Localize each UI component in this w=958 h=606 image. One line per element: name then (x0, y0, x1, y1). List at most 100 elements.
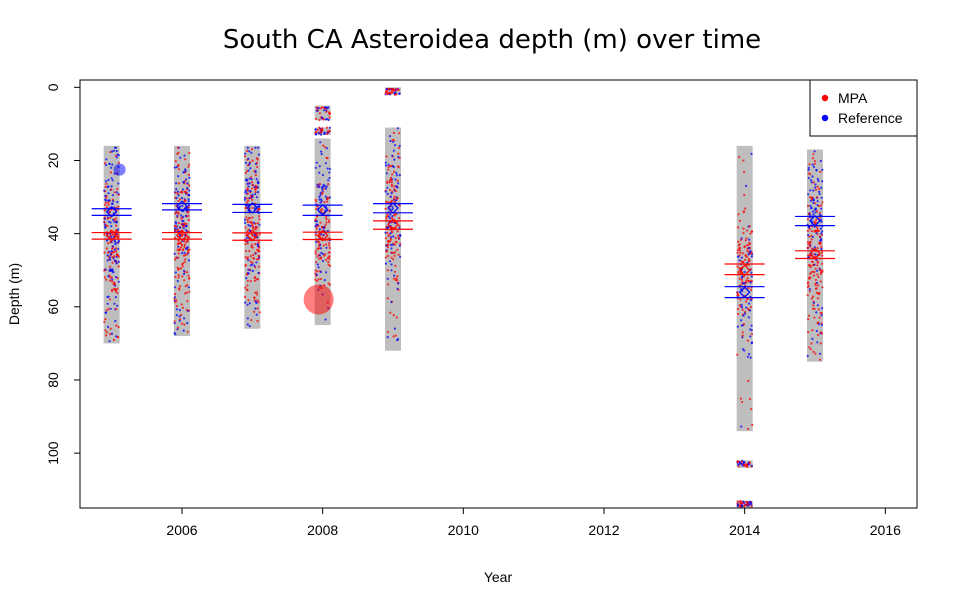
observation-point (818, 292, 821, 295)
observation-point (177, 163, 180, 167)
observation-point (250, 319, 253, 322)
observation-point (181, 275, 184, 278)
observation-point (107, 192, 110, 195)
observation-point (321, 188, 324, 191)
observation-point (320, 150, 323, 153)
observation-point (748, 397, 752, 401)
observation-point (103, 276, 106, 279)
observation-point (819, 241, 822, 245)
observation-point (176, 192, 179, 195)
observation-point (109, 241, 112, 244)
observation-point (819, 272, 823, 275)
observation-point (117, 255, 120, 258)
observation-point (176, 146, 180, 149)
observation-point (182, 181, 185, 184)
observation-point (396, 88, 399, 91)
observation-point (819, 227, 823, 230)
observation-point (320, 131, 323, 134)
observation-point (179, 198, 182, 201)
observation-point (108, 256, 112, 259)
observation-point (390, 216, 394, 220)
observation-point (813, 162, 816, 165)
observation-point (397, 282, 400, 285)
observation-point (180, 313, 183, 317)
observation-point (739, 251, 742, 254)
observation-point (741, 463, 744, 466)
observation-point (323, 254, 326, 257)
observation-point (317, 107, 320, 110)
observation-point (107, 185, 110, 188)
observation-point (326, 118, 329, 121)
observation-point (253, 257, 256, 260)
observation-point (812, 295, 815, 298)
observation-point (182, 224, 185, 228)
observation-point (808, 242, 812, 245)
observation-point (114, 229, 118, 232)
observation-point (386, 246, 389, 249)
observation-point (179, 246, 183, 249)
observation-point (389, 238, 392, 241)
observation-point (111, 233, 114, 236)
observation-point (314, 166, 317, 169)
observation-point (177, 276, 180, 279)
observation-point (745, 463, 748, 466)
observation-point (177, 182, 181, 185)
observation-point (746, 249, 749, 252)
observation-point (399, 242, 402, 245)
ref-mean-marker (246, 202, 259, 214)
observation-point (326, 167, 329, 170)
observation-point (806, 204, 810, 207)
observation-point (395, 171, 398, 175)
observation-point (738, 277, 741, 280)
observation-point (107, 242, 110, 245)
observation-point (323, 279, 326, 282)
observation-point (178, 288, 181, 291)
observation-point (393, 170, 396, 173)
observation-point (389, 243, 393, 246)
x-tick-label: 2006 (166, 522, 197, 538)
observation-point (750, 152, 753, 155)
observation-point (256, 191, 259, 194)
observation-point (741, 308, 744, 311)
observation-point (109, 253, 112, 256)
observation-point (253, 264, 256, 267)
observation-point (317, 278, 320, 281)
observation-point (324, 106, 327, 109)
observation-point (109, 234, 112, 237)
observation-point (393, 89, 396, 92)
observation-point (319, 194, 322, 197)
observation-point (738, 249, 741, 252)
observation-point (251, 254, 255, 257)
observation-point (814, 183, 817, 186)
highlight-point (113, 163, 126, 176)
observation-point (811, 157, 815, 160)
observation-point (179, 285, 182, 288)
observation-point (816, 196, 819, 199)
observation-point (749, 305, 753, 309)
observation-point (174, 221, 177, 224)
observation-point (386, 277, 389, 280)
observation-point (390, 251, 393, 254)
observation-point (104, 311, 107, 314)
observation-point (174, 293, 177, 296)
observation-point (814, 253, 817, 256)
observation-point (810, 207, 813, 210)
observation-point (818, 211, 822, 214)
observation-point (743, 463, 746, 466)
observation-point (187, 165, 190, 168)
observation-point (812, 307, 815, 310)
observation-point (811, 260, 814, 263)
observation-point (749, 281, 752, 284)
observation-point (187, 249, 190, 252)
observation-point (325, 221, 328, 224)
observation-point (182, 269, 186, 272)
observation-point (385, 225, 388, 228)
observation-point (810, 198, 814, 201)
observation-point (399, 233, 402, 237)
observation-point (398, 244, 401, 247)
observation-point (390, 247, 393, 250)
observation-point (819, 238, 823, 241)
observation-point (249, 260, 252, 263)
observation-point (243, 196, 246, 199)
observation-point (395, 199, 398, 202)
